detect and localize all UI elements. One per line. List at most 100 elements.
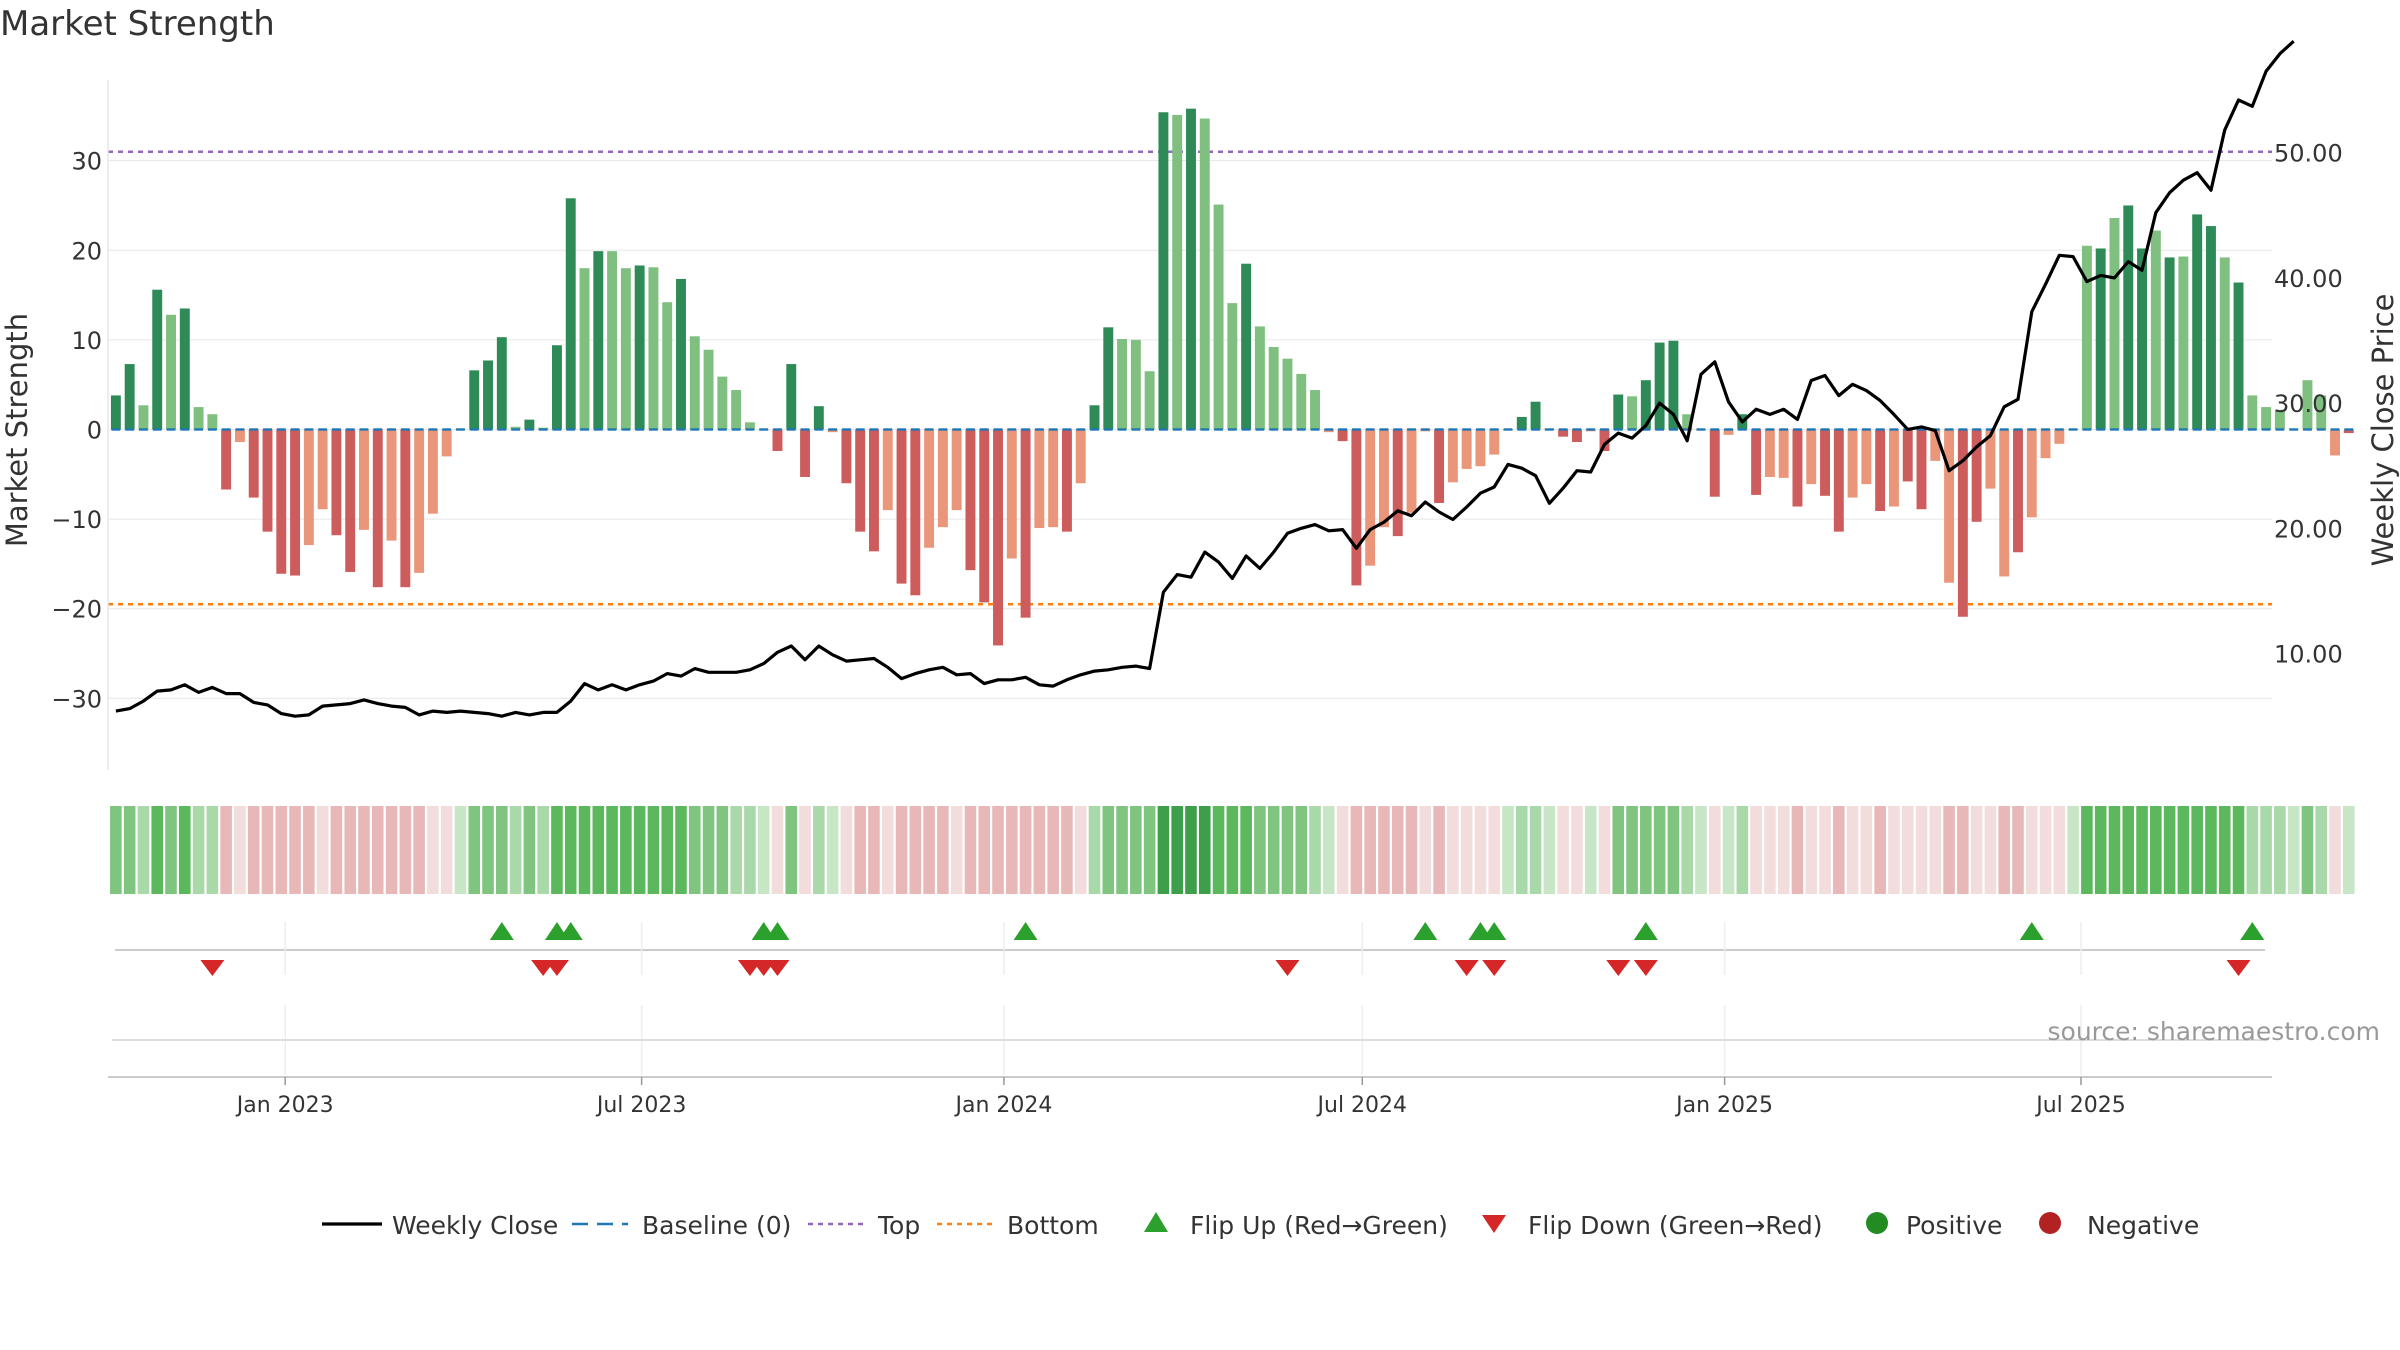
band-cell <box>1157 806 1170 894</box>
band-cell <box>509 806 522 894</box>
strength-bar <box>1144 371 1155 430</box>
band-cell <box>371 806 384 894</box>
strength-bar <box>138 405 149 430</box>
weekly-close-line <box>115 40 2295 718</box>
strength-bar <box>1875 429 1886 512</box>
band-cell <box>1791 806 1804 894</box>
strength-bar <box>841 429 852 484</box>
band-cell <box>192 806 205 894</box>
strength-bar <box>1158 112 1169 430</box>
band-cell <box>123 806 136 894</box>
band-cell <box>110 806 122 894</box>
band-cell <box>2122 806 2135 894</box>
strength-bar <box>1999 429 2010 577</box>
strength-bar <box>2261 407 2272 430</box>
strength-bar <box>1475 429 1486 467</box>
strength-bar <box>1378 429 1389 528</box>
strength-bar <box>1227 303 1238 430</box>
strength-bar <box>1985 429 1996 489</box>
strength-bar <box>2137 248 2148 430</box>
band-cell <box>592 806 605 894</box>
band-cell <box>647 806 660 894</box>
band-cell <box>1267 806 1280 894</box>
strength-bar <box>1213 204 1224 430</box>
band-cell <box>261 806 274 894</box>
flip-down-marker <box>765 960 790 976</box>
flip-up-marker <box>1482 922 1507 940</box>
band-cell <box>1653 806 1666 894</box>
band-cell <box>1336 806 1349 894</box>
band-cell <box>702 806 715 894</box>
strength-bar <box>2081 245 2092 430</box>
flip-up-marker <box>558 922 583 940</box>
band-cell <box>813 806 825 894</box>
strength-bar <box>166 314 176 430</box>
band-cell <box>1502 806 1514 894</box>
strength-bar <box>1558 429 1569 437</box>
strength-bar <box>1640 380 1651 430</box>
band-cell <box>1185 806 1197 894</box>
flip-markers-panel <box>115 922 2265 976</box>
legend-label: Positive <box>1906 1211 2002 1240</box>
band-cell <box>895 806 908 894</box>
strength-bar <box>234 429 245 443</box>
strength-bar <box>1323 429 1334 433</box>
band-cell <box>1116 806 1128 894</box>
band-cell <box>1378 806 1390 894</box>
band-cell <box>1061 806 1073 894</box>
band-cell <box>950 806 963 894</box>
band-cell <box>992 806 1004 894</box>
strength-bar <box>1627 396 1638 430</box>
strength-bar <box>2095 248 2106 430</box>
strength-bar <box>1764 429 1775 477</box>
band-cell <box>344 806 356 894</box>
band-cell <box>1460 806 1473 894</box>
band-cell <box>482 806 494 894</box>
band-cell <box>799 806 811 894</box>
band-cell <box>1667 806 1680 894</box>
band-cell <box>1006 806 1018 894</box>
band-cell <box>1943 806 1955 894</box>
flip-up-marker <box>1013 922 1038 940</box>
band-cell <box>2177 806 2190 894</box>
band-cell <box>468 806 481 894</box>
strength-bar <box>593 251 604 430</box>
band-cell <box>2205 806 2217 894</box>
band-cell <box>2012 806 2024 894</box>
flip-down-marker <box>2226 960 2251 976</box>
flip-down-marker <box>544 960 569 976</box>
strength-bar <box>1061 429 1072 532</box>
band-cell <box>633 806 646 894</box>
strength-bar <box>1006 429 1017 559</box>
band-cell <box>1805 806 1818 894</box>
strength-bar <box>2302 380 2313 430</box>
strength-bar <box>303 429 314 546</box>
strength-bar <box>359 429 369 530</box>
y-left-tick-label: 10 <box>71 327 102 355</box>
band-cell <box>1612 806 1625 894</box>
strength-bar <box>717 376 728 430</box>
band-cell <box>2218 806 2231 894</box>
band-cell <box>620 806 632 894</box>
x-tick-label: Jan 2024 <box>953 1093 1052 1118</box>
strength-bar <box>1241 263 1252 430</box>
band-cell <box>496 806 508 894</box>
strength-bar <box>1682 414 1693 430</box>
band-cell <box>1198 806 1211 894</box>
band-cell <box>1557 806 1569 894</box>
band-cell <box>1777 806 1790 894</box>
band-cell <box>275 806 288 894</box>
legend-item-close: Weekly Close <box>322 1211 558 1240</box>
flip-down-marker <box>200 960 225 976</box>
strength-bar <box>882 429 893 511</box>
band-cell <box>881 806 894 894</box>
strength-bar <box>1668 340 1679 430</box>
y-left-tick-label: −10 <box>51 506 102 534</box>
strength-bar <box>1571 429 1582 443</box>
strength-bar <box>1406 429 1417 513</box>
strength-bar <box>1103 327 1114 430</box>
band-cell <box>454 806 467 894</box>
strength-bar <box>951 429 962 511</box>
strength-bar <box>248 429 259 498</box>
strength-bar <box>648 267 659 430</box>
